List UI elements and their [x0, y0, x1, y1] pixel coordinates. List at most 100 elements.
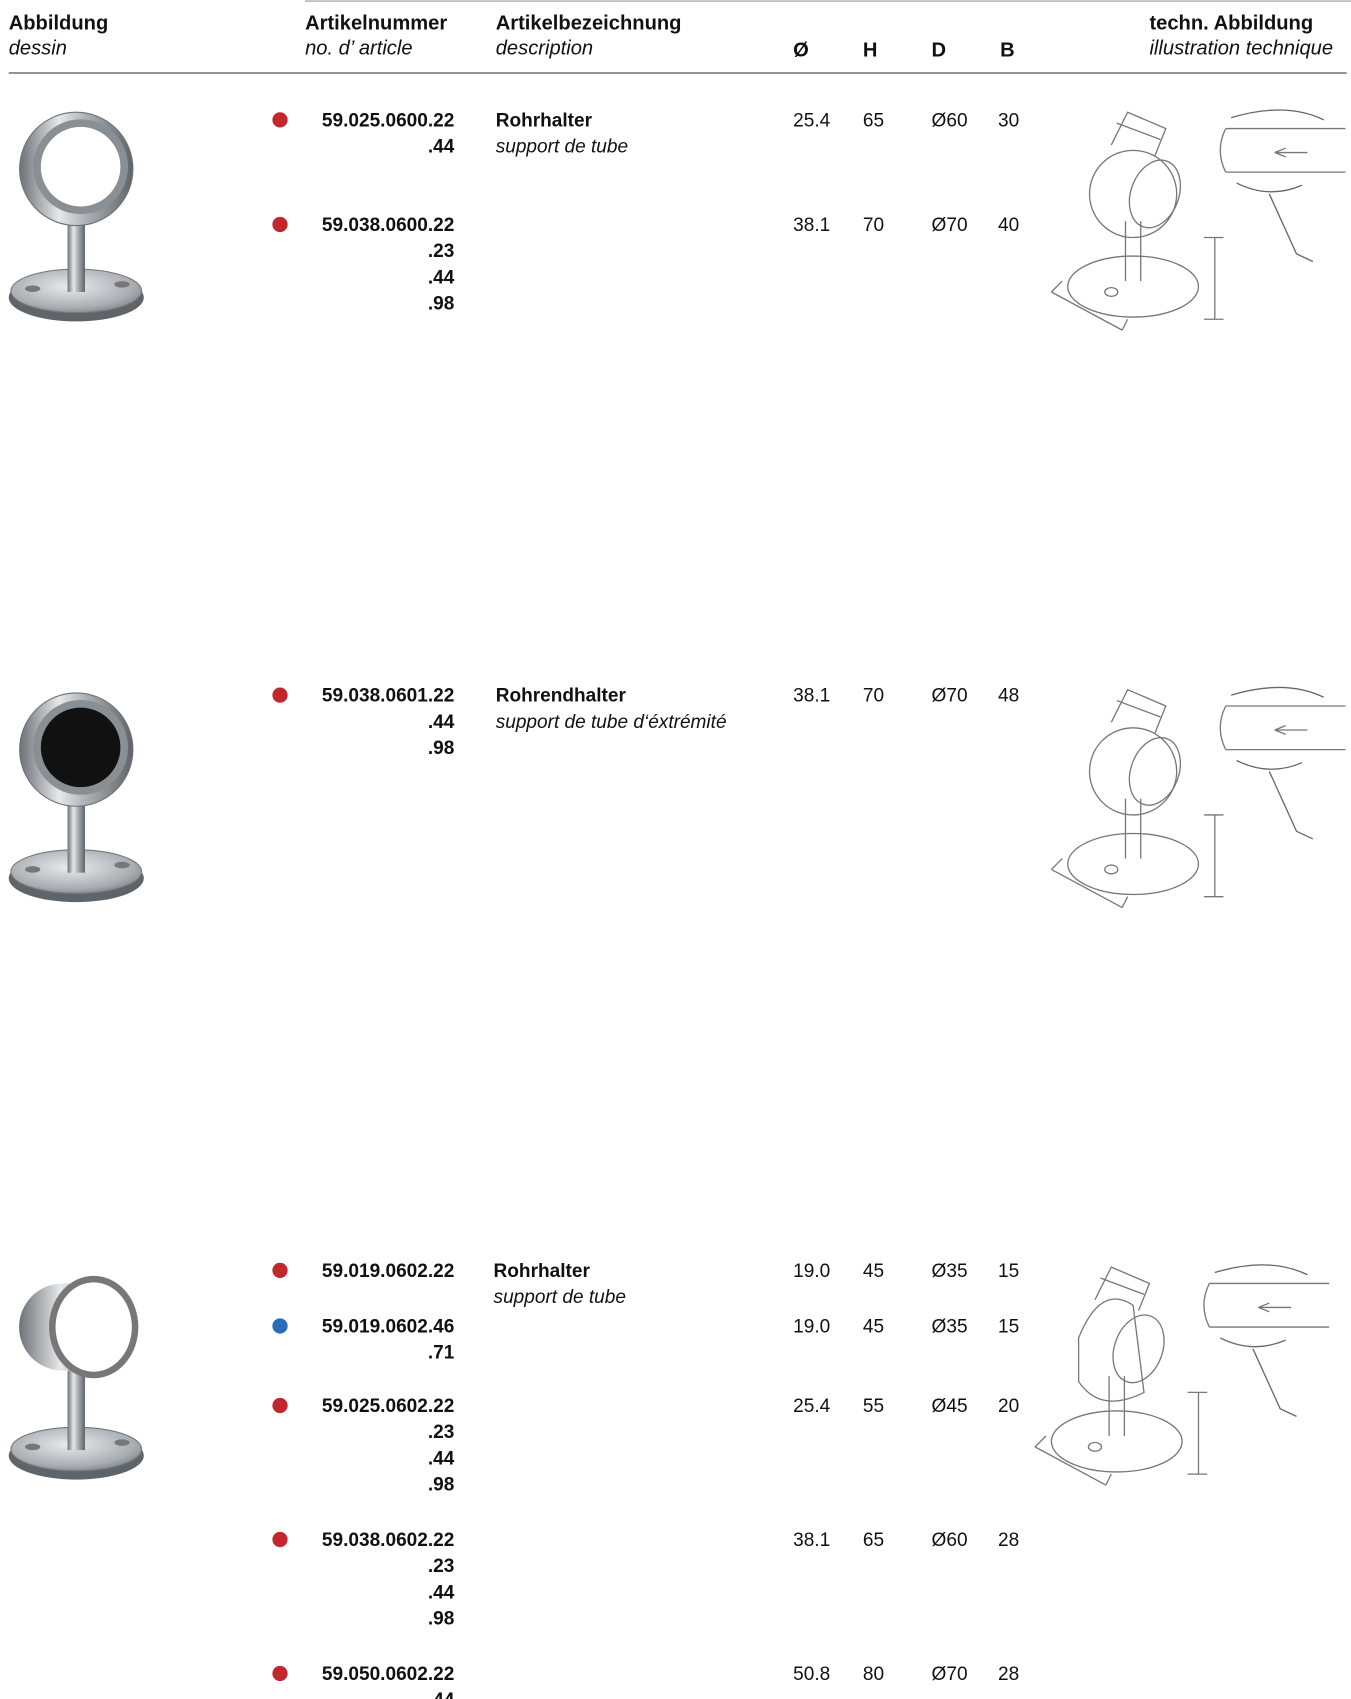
header: description — [496, 37, 593, 59]
article-variant: .44 — [428, 1690, 455, 1699]
screw-hole — [114, 281, 130, 288]
dimension-value: Ø35 — [932, 1261, 968, 1282]
dimension-value: 25.4 — [793, 110, 830, 131]
article-variant: .23 — [428, 241, 454, 262]
dim-d — [1050, 858, 1129, 909]
article-number: 59.025.0602.22 — [322, 1396, 454, 1417]
status-dot — [272, 216, 288, 233]
dim-b — [1110, 688, 1167, 734]
dim-h — [1203, 814, 1224, 898]
opening — [1112, 1314, 1165, 1384]
dimension-value: 15 — [998, 1261, 1019, 1282]
article-variant: .44 — [428, 1582, 455, 1603]
dim-d — [1050, 280, 1129, 331]
article-variant: .23 — [428, 1422, 454, 1443]
header: B — [1000, 40, 1015, 62]
article-number: 59.019.0602.46 — [322, 1316, 454, 1337]
dimension-value: 40 — [998, 215, 1019, 236]
status-dot — [272, 112, 288, 128]
tube — [1219, 127, 1346, 173]
dim-h — [1187, 1391, 1208, 1475]
dim-d — [1034, 1435, 1112, 1486]
dimension-value: 25.4 — [793, 1396, 830, 1417]
opening — [1128, 736, 1182, 806]
article-variant: .44 — [428, 712, 455, 733]
article-number: 59.038.0602.22 — [322, 1530, 454, 1551]
status-dot — [272, 1318, 288, 1334]
hole — [1104, 286, 1119, 298]
dimension-value: 70 — [863, 215, 884, 236]
dimension-value: Ø45 — [932, 1396, 968, 1417]
product-description: support de tube — [494, 1287, 626, 1308]
article-variant: .71 — [428, 1343, 455, 1364]
dimension-value: Ø35 — [932, 1316, 968, 1337]
stem — [67, 207, 85, 292]
ring — [1077, 1298, 1145, 1402]
dimension-value: 80 — [863, 1664, 884, 1685]
header: D — [932, 40, 947, 62]
stem — [1108, 1376, 1126, 1436]
dim-b — [1094, 1266, 1151, 1311]
article-variant: .44 — [428, 1448, 455, 1469]
article-variant: .98 — [428, 293, 454, 314]
hole — [1104, 864, 1119, 875]
arrow — [1274, 725, 1308, 735]
section — [1230, 686, 1325, 840]
article-number: 59.038.0601.22 — [322, 686, 454, 707]
dimension-value: 38.1 — [793, 1530, 830, 1551]
section — [1230, 109, 1325, 263]
status-dot — [272, 1262, 288, 1279]
dim-h — [1203, 236, 1224, 320]
dimension-value: 70 — [863, 686, 884, 707]
dimension-value: 19.0 — [793, 1261, 830, 1282]
product-name: Rohrhalter — [496, 110, 593, 131]
product-description: support de tube d‘éxtrémité — [496, 712, 727, 733]
screw-hole — [114, 861, 130, 869]
section — [1214, 1264, 1308, 1417]
arrow — [1274, 147, 1308, 158]
article-variant: .98 — [428, 1474, 454, 1495]
article-variant: .23 — [428, 1556, 454, 1577]
dimension-value: Ø60 — [932, 110, 968, 131]
dimension-value: 45 — [863, 1316, 884, 1337]
product-name: Rohrhalter — [494, 1261, 591, 1282]
tech-drawing — [1034, 1264, 1330, 1486]
screw-hole — [25, 866, 41, 873]
product-photo — [8, 1275, 144, 1480]
dimension-value: 38.1 — [793, 215, 830, 236]
dimension-value: Ø60 — [932, 1530, 968, 1551]
status-dot — [272, 1397, 288, 1414]
tech-drawing — [1050, 109, 1346, 331]
dimension-value: 55 — [863, 1396, 884, 1417]
header: techn. Abbildung — [1149, 12, 1313, 34]
tube — [1203, 1282, 1330, 1328]
dimension-value: 15 — [998, 1316, 1019, 1337]
base — [1067, 255, 1200, 318]
dimension-value: 65 — [863, 110, 884, 131]
dimension-value: 30 — [998, 110, 1019, 131]
dimension-value: 20 — [998, 1396, 1019, 1417]
article-variant: .98 — [428, 738, 454, 759]
status-dot — [272, 687, 288, 703]
product-name: Rohrendhalter — [496, 686, 627, 707]
dimension-value: 28 — [998, 1530, 1019, 1551]
stem — [67, 1365, 85, 1451]
base — [1067, 832, 1200, 896]
tube — [1219, 705, 1346, 751]
ball-hole — [33, 700, 129, 795]
base — [1050, 1410, 1183, 1473]
dimension-value: 48 — [998, 686, 1019, 707]
header: H — [863, 40, 878, 62]
dim-b — [1110, 111, 1167, 157]
article-variant: .98 — [428, 1608, 454, 1629]
header: Abbildung — [9, 12, 109, 34]
product-description: support de tube — [496, 137, 628, 158]
dimension-value: 19.0 — [793, 1316, 830, 1337]
header: illustration technique — [1149, 37, 1333, 59]
status-dot — [272, 1665, 288, 1682]
hole — [1087, 1441, 1103, 1452]
dimension-value: 50.8 — [793, 1664, 830, 1685]
status-dot — [272, 1531, 288, 1548]
header: Artikelbezeichnung — [496, 12, 682, 34]
